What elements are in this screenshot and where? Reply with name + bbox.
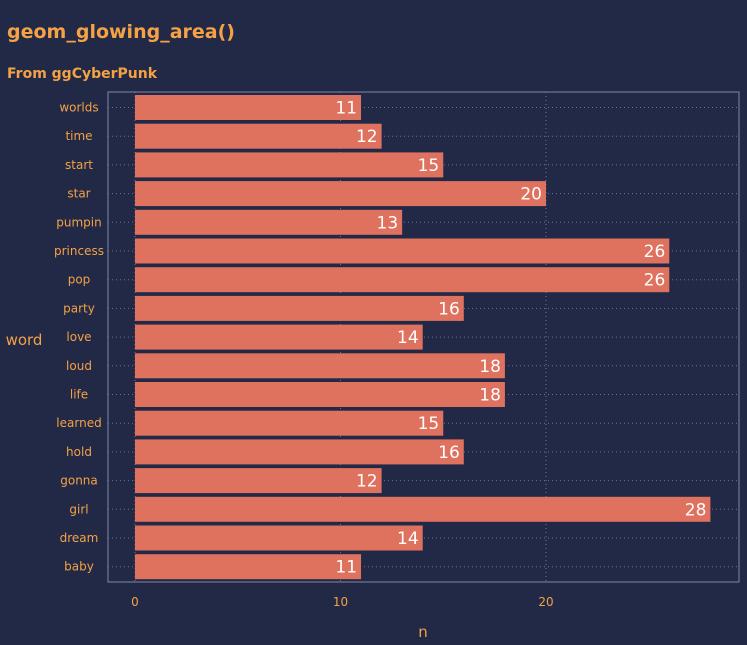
bar-baby (135, 554, 362, 580)
bar-girl (135, 496, 711, 522)
data-label-party: 16 (438, 299, 460, 319)
data-label-life: 18 (479, 386, 501, 406)
data-label-baby: 11 (335, 558, 357, 578)
x-axis-title: n (418, 623, 428, 641)
y-tick-label-party: party (63, 301, 95, 315)
bar-love (135, 324, 423, 350)
data-label-pop: 26 (644, 271, 666, 291)
y-tick-label-dream: dream (60, 531, 99, 545)
bars (135, 95, 711, 580)
bar-worlds (135, 95, 362, 120)
y-tick-label-pop: pop (68, 273, 91, 287)
chart-subtitle: From ggCyberPunk (7, 66, 158, 82)
data-label-learned: 15 (418, 414, 440, 434)
data-label-loud: 18 (479, 357, 501, 377)
y-tick-label-princess: princess (54, 244, 104, 258)
y-tick-label-time: time (65, 129, 92, 143)
data-label-start: 15 (418, 156, 440, 176)
bar-life (135, 382, 505, 407)
bar-pop (135, 267, 670, 293)
y-tick-label-girl: girl (69, 502, 88, 516)
y-tick-label-learned: learned (56, 416, 101, 430)
data-label-pumpin: 13 (377, 213, 399, 233)
data-label-girl: 28 (685, 500, 707, 520)
y-tick-label-loud: loud (66, 359, 92, 373)
data-labels: 11 12 15 20 13 26 26 16 14 18 18 15 16 12 28 14 11 (335, 99, 706, 578)
bar-gonna (135, 468, 382, 494)
bar-star (135, 181, 546, 207)
bar-party (135, 295, 464, 321)
bar-learned (135, 410, 444, 436)
chart-title: geom_glowing_area() (7, 21, 235, 43)
bar-princess (135, 238, 670, 264)
data-label-hold: 16 (438, 443, 460, 463)
data-label-worlds: 11 (335, 99, 357, 119)
bar-time (135, 123, 382, 149)
data-label-time: 12 (356, 127, 378, 147)
bar-dream (135, 525, 423, 551)
y-axis-title: word (6, 331, 43, 349)
x-tick-label-0: 0 (131, 595, 139, 609)
x-tick-labels: 0 10 20 (131, 595, 553, 609)
y-tick-label-baby: baby (64, 560, 94, 574)
data-label-princess: 26 (644, 242, 666, 262)
panel-border (107, 91, 740, 583)
data-label-love: 14 (397, 328, 419, 348)
bar-start (135, 152, 444, 178)
y-tick-label-worlds: worlds (59, 101, 98, 115)
y-tick-label-life: life (70, 388, 88, 402)
y-tick-label-start: start (65, 158, 93, 172)
bar-pumpin (135, 209, 403, 235)
y-tick-label-love: love (66, 330, 91, 344)
data-label-dream: 14 (397, 529, 419, 549)
y-tick-labels: worlds time start star pumpin princess pop part… (54, 101, 104, 574)
bar-hold (135, 439, 464, 465)
x-tick-label-2: 20 (538, 595, 553, 609)
x-tick-label-1: 10 (333, 595, 348, 609)
y-tick-label-hold: hold (66, 445, 92, 459)
data-label-star: 20 (520, 185, 542, 205)
y-tick-label-gonna: gonna (60, 474, 98, 488)
y-tick-label-star: star (67, 187, 90, 201)
y-tick-label-pumpin: pumpin (56, 215, 101, 229)
data-label-gonna: 12 (356, 472, 378, 492)
bar-loud (135, 353, 505, 379)
